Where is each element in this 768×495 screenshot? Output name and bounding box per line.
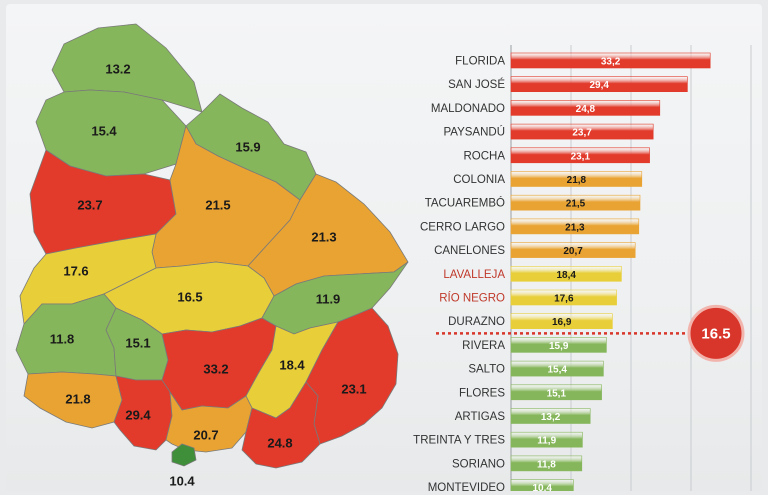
map-label-lavalleja: 18.4 (279, 357, 305, 372)
bar-value-label: 24,8 (576, 104, 596, 115)
bar-value-label: 17,6 (554, 294, 574, 305)
category-label: ROCHA (463, 150, 505, 162)
map-label-durazno: 16.5 (177, 289, 202, 304)
uruguay-map: 13.2 15.4 15.9 23.7 21.5 21.3 17.6 16.5 11.9 11.8… (15, 23, 409, 488)
category-label: LAVALLEJA (443, 269, 505, 281)
bar (510, 289, 617, 306)
category-label: SALTO (468, 364, 505, 376)
category-label: CANELONES (434, 245, 505, 257)
category-label: ARTIGAS (455, 411, 506, 423)
bar (510, 360, 604, 377)
bar (510, 123, 654, 140)
bar-value-label: 21,8 (567, 175, 587, 186)
category-label: RÍO NEGRO (439, 292, 505, 305)
bar-value-label: 20,7 (563, 246, 583, 257)
map-label-paysandu: 23.7 (77, 197, 102, 212)
category-label: MALDONADO (431, 103, 505, 115)
bar-value-label: 11,9 (537, 436, 556, 447)
category-label: MONTEVIDEO (428, 482, 505, 491)
bar-value-label: 15,9 (549, 341, 569, 352)
bar-value-label: 11,8 (537, 459, 556, 470)
category-label: SORIANO (452, 458, 505, 470)
bar (510, 242, 636, 258)
bar (510, 455, 583, 472)
bar (510, 408, 591, 424)
map-label-montevideo: 10.4 (169, 473, 195, 488)
map-label-rivera: 15.9 (235, 139, 260, 154)
bar-value-label: 15,4 (547, 365, 567, 376)
bar (510, 194, 641, 211)
map-label-soriano: 11.8 (50, 331, 75, 346)
bar-value-label: 16,9 (552, 317, 572, 328)
bar (510, 384, 602, 401)
bar-value-label: 23,7 (572, 128, 592, 139)
map-region-maldonado (241, 381, 321, 469)
bar-value-label: 23,1 (571, 151, 591, 162)
map-label-flores: 15.1 (125, 335, 150, 350)
map-label-tacuarembo: 21.5 (205, 197, 230, 212)
category-label: RIVERA (462, 340, 505, 352)
bar-value-label: 29,4 (589, 80, 609, 91)
bar (510, 337, 607, 353)
category-label: COLONIA (453, 174, 505, 186)
map-region-san-jose (113, 375, 173, 451)
bar-value-label: 21,3 (565, 222, 585, 233)
bar-value-label: 33,2 (601, 57, 621, 68)
bar (510, 218, 640, 235)
bar-value-label: 10,4 (532, 483, 552, 491)
bar-chart: FLORIDA 33,2 SAN JOSÉ 29,4 MALDONADO 24,8 PAYS… (413, 45, 752, 491)
bar-value-label: 18,4 (556, 270, 576, 281)
map-label-san-jose: 29.4 (125, 407, 151, 422)
map-label-treinta-y-tres: 11.9 (316, 291, 341, 306)
bar (510, 265, 622, 282)
bar (510, 431, 583, 448)
map-region-montevideo (171, 443, 197, 467)
category-label: DURAZNO (448, 316, 505, 328)
category-label: FLORES (459, 387, 505, 399)
category-label: CERRO LARGO (420, 221, 505, 233)
map-label-maldonado: 24.8 (267, 435, 292, 450)
map-label-salto: 15.4 (91, 123, 117, 138)
bar-value-label: 15,1 (547, 388, 567, 399)
map-label-canelones: 20.7 (193, 427, 218, 442)
bar (510, 147, 650, 164)
bar (510, 100, 661, 116)
bar (510, 313, 613, 330)
bar-value-label: 21,5 (566, 199, 586, 210)
category-label: TACUAREMBÓ (425, 197, 505, 210)
map-region-canelones (165, 391, 253, 453)
average-value-label: 16.5 (701, 325, 730, 342)
map-label-artigas: 13.2 (105, 61, 130, 76)
bar (510, 171, 643, 187)
bar-value-label: 13,2 (541, 412, 561, 423)
average-badge (687, 304, 745, 362)
map-label-rio-negro: 17.6 (63, 263, 88, 278)
chart-screen: 13.2 15.4 15.9 23.7 21.5 21.3 17.6 16.5 11.9 11.8… (6, 4, 762, 491)
map-label-florida: 33.2 (203, 361, 228, 376)
map-label-colonia: 21.8 (65, 391, 90, 406)
category-label: PAYSANDÚ (443, 126, 505, 139)
map-label-cerro-largo: 21.3 (311, 229, 336, 244)
category-label: SAN JOSÉ (448, 78, 505, 91)
category-label: TREINTA Y TRES (413, 435, 505, 447)
bar (510, 52, 711, 69)
bar (510, 76, 688, 92)
category-label: FLORIDA (455, 56, 505, 68)
map-label-rocha: 23.1 (341, 381, 366, 396)
bar (510, 479, 574, 491)
